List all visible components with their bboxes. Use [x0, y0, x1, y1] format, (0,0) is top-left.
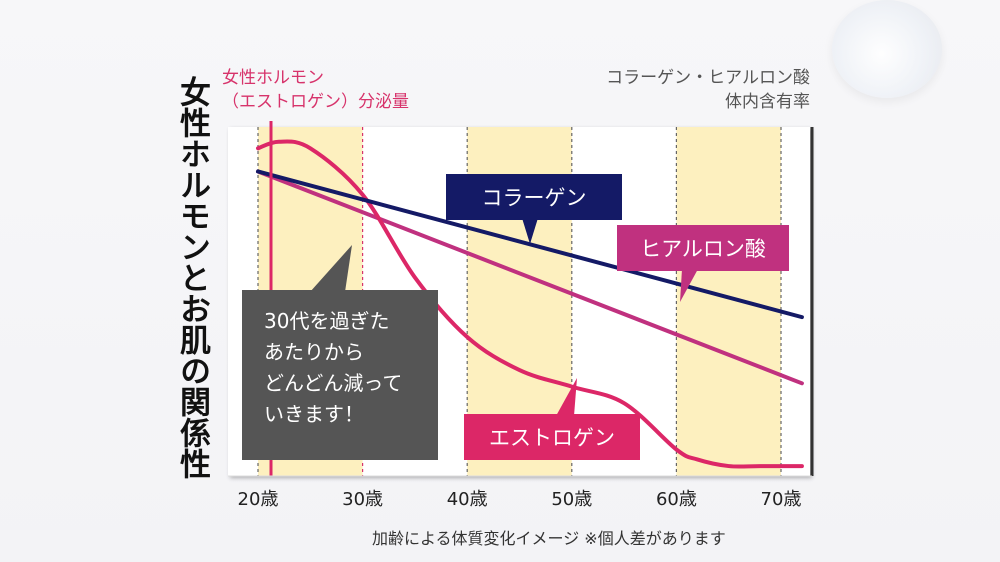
x-tick-label: 70歳	[761, 489, 802, 510]
callout-box: 30代を過ぎた あたりから どんどん減って いきます！	[242, 290, 438, 460]
series-label-estrogen: エストロゲン	[464, 414, 640, 460]
x-tick-label: 50歳	[551, 489, 592, 510]
x-tick-label: 30歳	[342, 489, 383, 510]
x-tick-label: 60歳	[656, 489, 697, 510]
estrogen-label-pointer	[556, 378, 577, 416]
series-line-hyaluronic	[256, 169, 804, 386]
water-droplet-decoration	[832, 0, 942, 98]
decade-band	[676, 127, 781, 476]
right-axis-label: コラーゲン・ヒアルロン酸 体内含有率	[550, 66, 810, 114]
collagen-label-pointer	[522, 218, 538, 244]
left-axis-label-line: 女性ホルモン	[222, 68, 324, 88]
right-axis-label-line: 体内含有率	[725, 92, 810, 112]
footnote: 加齢による体質変化イメージ ※個人差があります	[372, 529, 726, 548]
x-tick-label: 20歳	[238, 489, 279, 510]
series-label-hyaluronic: ヒアルロン酸	[617, 225, 789, 271]
right-axis-label-line: コラーゲン・ヒアルロン酸	[606, 68, 810, 88]
chart-title: 女性ホルモンとお肌の関係性	[174, 76, 210, 479]
callout-line: どんどん減って	[264, 371, 403, 395]
left-axis-label-line: （エストロゲン）分泌量	[222, 92, 409, 112]
callout-line: あたりから	[264, 340, 364, 364]
x-tick-label: 40歳	[447, 489, 488, 510]
left-axis-label: 女性ホルモン （エストロゲン）分泌量	[222, 66, 452, 114]
callout-line: いきます！	[264, 402, 364, 426]
series-label-collagen: コラーゲン	[446, 174, 622, 220]
series-line-estrogen	[256, 139, 804, 469]
hyaluronic-label-pointer	[680, 269, 698, 302]
series-line-collagen	[256, 169, 804, 320]
callout-pointer	[310, 245, 352, 292]
callout-line: 30代を過ぎた	[264, 309, 390, 333]
